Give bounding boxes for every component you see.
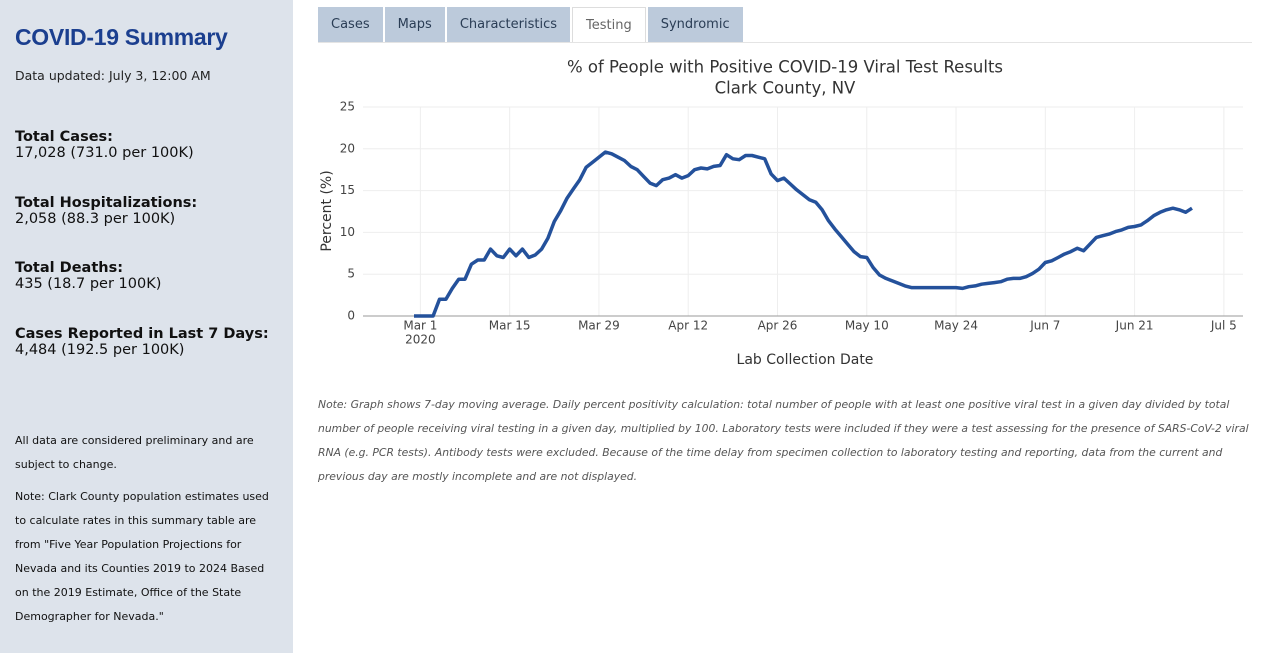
stat: Total Deaths: 435 (18.7 per 100K) [15, 260, 161, 292]
x-tick-year: 2020 [405, 333, 436, 347]
tab-underline [318, 42, 1252, 43]
y-tick-label: 5 [347, 267, 355, 281]
tab-bar: Cases Maps Characteristics Testing Syndromic [318, 7, 745, 42]
sidebar: COVID-19 Summary Data updated: July 3, 1… [0, 0, 293, 653]
stat-label: Total Hospitalizations: [15, 195, 198, 211]
y-tick-label: 0 [347, 309, 355, 323]
x-tick-label: May 24 [934, 319, 978, 333]
tab[interactable]: Syndromic [647, 7, 743, 42]
chart-note: Note: Graph shows 7-day moving average. … [318, 398, 1249, 483]
stat-label: Total Deaths: [15, 260, 123, 276]
stat-label: Cases Reported in Last 7 Days: [15, 326, 269, 342]
stat-value: 4,484 (192.5 per 100K) [15, 342, 185, 358]
x-tick-label: Mar 1 [403, 319, 437, 333]
y-tick-label: 20 [340, 141, 355, 155]
x-tick-label: Mar 29 [578, 319, 620, 333]
stat-label: Total Cases: [15, 129, 113, 145]
stat: Total Cases: 17,028 (731.0 per 100K) [15, 129, 194, 161]
tab[interactable]: Characteristics [446, 7, 571, 42]
stat-value: 435 (18.7 per 100K) [15, 276, 162, 292]
x-axis-label: Lab Collection Date [737, 352, 874, 368]
x-tick-label: Apr 26 [758, 319, 798, 333]
y-tick-label: 15 [340, 183, 355, 197]
y-tick-label: 10 [340, 225, 355, 239]
updated: Data updated: July 3, 12:00 AM [15, 68, 211, 83]
stat: Total Hospitalizations: 2,058 (88.3 per 1… [15, 195, 197, 227]
chart: % of People with Positive COVID-19 Viral… [319, 58, 1243, 368]
x-tick-label: Jul 5 [1210, 319, 1237, 333]
stat-value: 17,028 (731.0 per 100K) [15, 145, 194, 161]
chart-subtitle: Clark County, NV [715, 79, 856, 98]
sidebar-note: All data are considered preliminary and … [15, 434, 254, 471]
x-tick-label: Jun 7 [1029, 319, 1060, 333]
sidebar-title: COVID-19 Summary [15, 24, 228, 50]
y-tick-label: 25 [340, 100, 355, 114]
tab[interactable]: Cases [318, 7, 383, 42]
x-tick-label: Mar 15 [489, 319, 531, 333]
chart-title: % of People with Positive COVID-19 Viral… [567, 58, 1003, 77]
x-tick-label: May 10 [845, 319, 889, 333]
x-tick-label: Jun 21 [1115, 319, 1154, 333]
tab[interactable]: Maps [384, 7, 445, 42]
data-line [414, 150, 1193, 318]
x-tick-label: Apr 12 [668, 319, 708, 333]
stat-value: 2,058 (88.3 per 100K) [15, 211, 176, 227]
y-axis-label: Percent (%) [319, 170, 335, 251]
tab[interactable]: Testing [572, 7, 646, 42]
sidebar-note: Note: Clark County population estimates … [15, 490, 269, 623]
stat: Cases Reported in Last 7 Days: 4,484 (192… [15, 326, 269, 358]
